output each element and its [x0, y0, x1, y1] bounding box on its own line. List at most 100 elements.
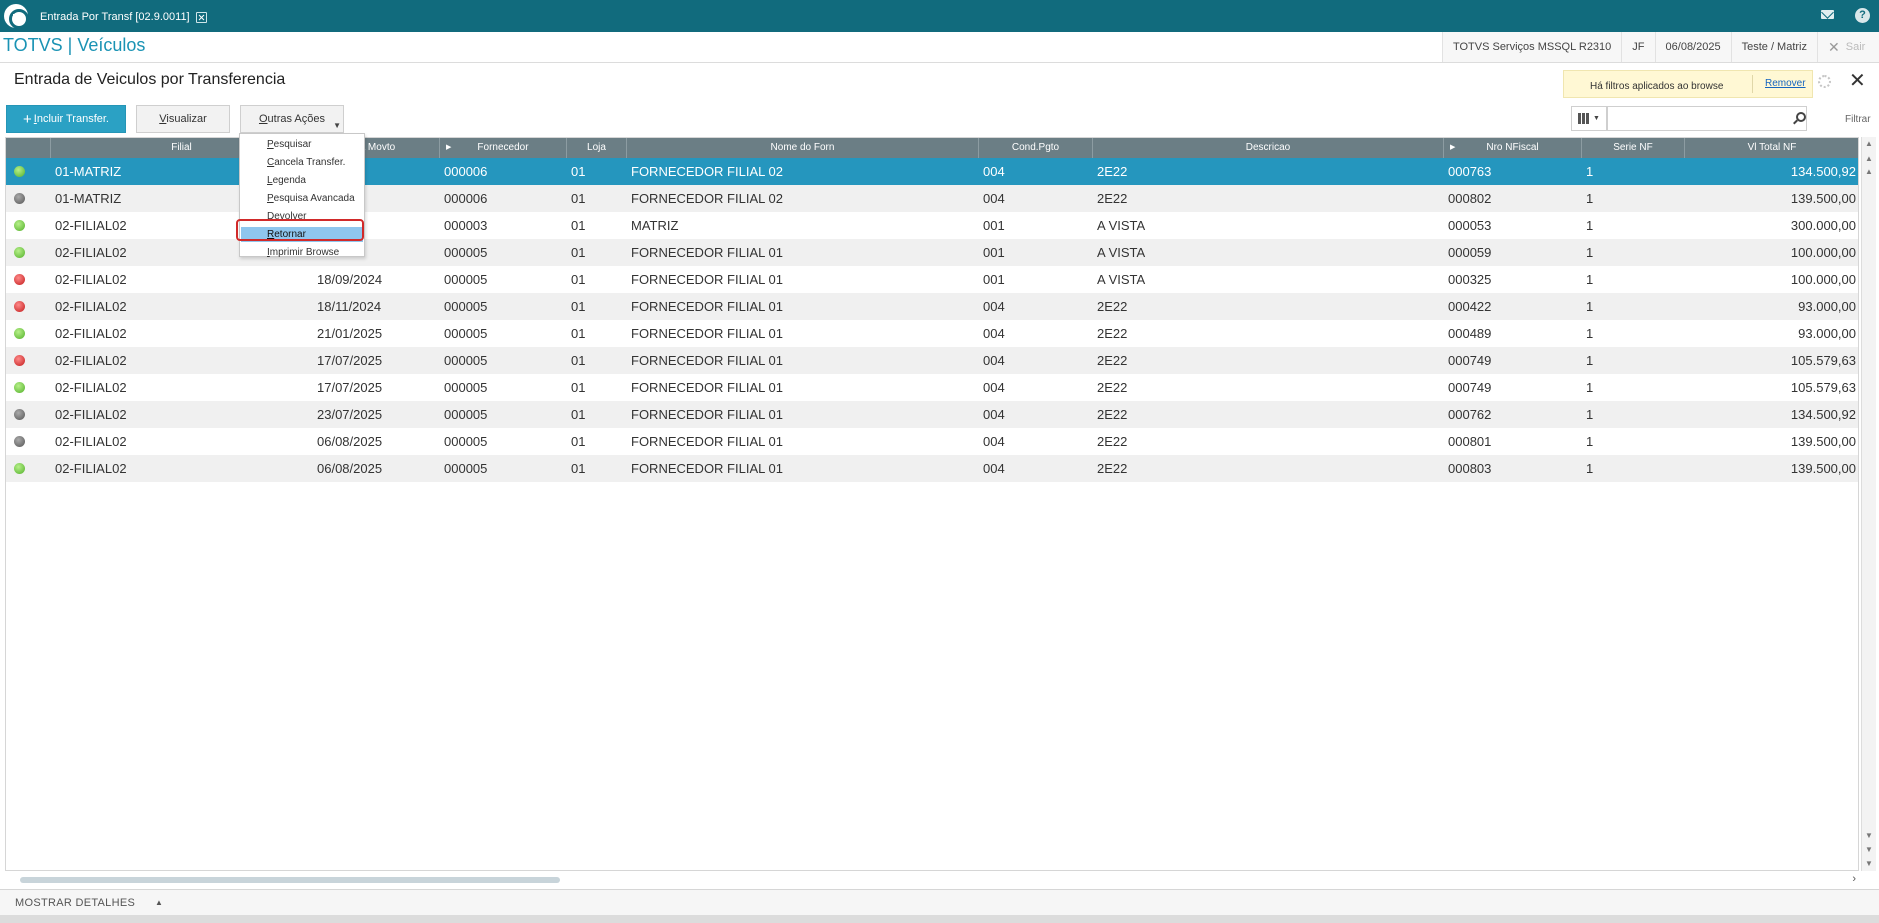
close-icon[interactable]: ✕ — [1849, 70, 1866, 92]
menu-item-cancela-transfer[interactable]: Cancela Transfer. — [267, 157, 346, 168]
gear-icon[interactable] — [1818, 75, 1831, 88]
app-logo-icon[interactable] — [4, 4, 29, 29]
menu-item-pesquisar[interactable]: Pesquisar — [267, 139, 312, 150]
table-row[interactable]: 02-FILIAL02 23/07/2025 000005 01 FORNECEDOR … — [6, 401, 1858, 428]
column-header-descricao[interactable]: Descricao — [1093, 138, 1444, 158]
status-dot-icon — [14, 409, 25, 420]
cell-data-movto: 17/07/2025 — [317, 380, 383, 395]
cell-filial: 02-FILIAL02 — [55, 407, 127, 422]
table-row[interactable]: 02-FILIAL02 18/11/2024 000005 01 FORNECEDOR … — [6, 293, 1858, 320]
environment-info: Teste / Matriz — [1730, 32, 1817, 62]
column-header-serie-nf[interactable]: Serie NF — [1582, 138, 1685, 158]
columns-button[interactable]: ▼ — [1571, 106, 1607, 131]
cell-loja: 01 — [571, 380, 586, 395]
horizontal-scroll-thumb[interactable] — [20, 877, 560, 883]
scroll-page-down-icon[interactable]: ▼ — [1865, 845, 1873, 854]
cell-nro-nfiscal: 000422 — [1448, 299, 1492, 314]
column-header-data-movto[interactable]: ta Movto — [313, 138, 440, 158]
cell-descricao: A VISTA — [1097, 218, 1146, 233]
column-header-status[interactable] — [6, 138, 51, 158]
table-row[interactable]: 02-FILIAL02 17/07/2025 000005 01 FORNECEDOR … — [6, 374, 1858, 401]
column-header-nro-nfiscal[interactable]: ▶ Nro NFiscal — [1444, 138, 1582, 158]
menu-item-devolver[interactable]: Devolver — [267, 211, 307, 222]
cell-nome-forn: FORNECEDOR FILIAL 01 — [631, 245, 783, 260]
scroll-bottom-icon[interactable]: ▼ — [1865, 859, 1873, 868]
status-dot-icon — [14, 328, 25, 339]
cell-nro-nfiscal: 000749 — [1448, 353, 1492, 368]
mail-icon[interactable] — [1821, 10, 1834, 19]
cell-serie-nf: 1 — [1586, 326, 1594, 341]
column-header-nome-forn[interactable]: Nome do Forn — [627, 138, 979, 158]
status-dot-icon — [14, 274, 25, 285]
include-transfer-button[interactable]: + Incluir Transfer. — [6, 105, 126, 133]
cell-vl-total-nf: 93.000,00 — [1798, 326, 1856, 341]
cell-filial: 02-FILIAL02 — [55, 326, 127, 341]
table-row[interactable]: 02-FILIAL02 21/01/2025 000005 01 FORNECEDOR … — [6, 320, 1858, 347]
cell-descricao: A VISTA — [1097, 272, 1146, 287]
exit-button[interactable]: ✕ Sair — [1817, 32, 1879, 62]
cell-filial: 02-FILIAL02 — [55, 272, 127, 287]
table-row[interactable]: 02-FILIAL02 06/08/2025 000005 01 FORNECEDOR … — [6, 455, 1858, 482]
cell-loja: 01 — [571, 245, 586, 260]
scroll-page-up-icon[interactable]: ▲ — [1865, 154, 1873, 163]
filter-notice: Há filtros aplicados ao browse Remover — [1563, 70, 1813, 98]
cell-loja: 01 — [571, 407, 586, 422]
column-header-fornecedor[interactable]: ▶ Fornecedor — [440, 138, 567, 158]
search-icon[interactable] — [1796, 112, 1806, 122]
cell-nro-nfiscal: 000053 — [1448, 218, 1492, 233]
cell-vl-total-nf: 105.579,63 — [1790, 380, 1856, 395]
cell-filial: 02-FILIAL02 — [55, 299, 127, 314]
view-button[interactable]: Visualizar — [136, 105, 230, 133]
cell-serie-nf: 1 — [1586, 353, 1594, 368]
cell-nome-forn: FORNECEDOR FILIAL 01 — [631, 380, 783, 395]
cell-data-movto: 18/09/2024 — [317, 272, 383, 287]
filter-notice-message: Há filtros aplicados ao browse — [1590, 81, 1724, 92]
cell-nro-nfiscal: 000803 — [1448, 461, 1492, 476]
tab-close-icon[interactable] — [195, 11, 207, 23]
cell-fornecedor: 000005 — [444, 380, 488, 395]
filter-label[interactable]: Filtrar — [1845, 114, 1871, 125]
cell-serie-nf: 1 — [1586, 407, 1594, 422]
horizontal-scrollbar[interactable]: › — [6, 873, 1858, 887]
other-actions-button[interactable]: Outras Ações ▼ — [240, 105, 344, 133]
search-input[interactable] — [1607, 106, 1807, 131]
scroll-down-icon[interactable]: ▼ — [1865, 831, 1873, 840]
scroll-top-icon[interactable]: ▲ — [1865, 139, 1873, 148]
vertical-scrollbar[interactable]: ▲ ▲ ▲ ▼ ▼ ▼ — [1861, 137, 1876, 871]
table-row[interactable]: 02-FILIAL02 17/07/2025 000005 01 FORNECEDOR … — [6, 347, 1858, 374]
menu-item-legenda[interactable]: Legenda — [267, 175, 306, 186]
menu-item-pesquisa-avancada[interactable]: Pesquisa Avancada — [267, 193, 355, 204]
cell-cond-pgto: 004 — [983, 353, 1005, 368]
cell-nome-forn: FORNECEDOR FILIAL 01 — [631, 434, 783, 449]
cell-status — [6, 320, 51, 347]
table-row[interactable]: 02-FILIAL02 18/09/2024 000005 01 FORNECEDOR … — [6, 266, 1858, 293]
cell-nome-forn: FORNECEDOR FILIAL 01 — [631, 272, 783, 287]
cell-vl-total-nf: 134.500,92 — [1790, 164, 1856, 179]
cell-cond-pgto: 004 — [983, 299, 1005, 314]
tab-entrada-por-transf[interactable]: Entrada Por Transf [02.9.0011] — [32, 2, 215, 32]
cell-descricao: 2E22 — [1097, 434, 1128, 449]
tab-label: Entrada Por Transf [02.9.0011] — [40, 11, 190, 23]
help-icon[interactable]: ? — [1855, 8, 1870, 23]
other-actions-menu: Pesquisar Cancela Transfer. Legenda Pesq… — [239, 133, 365, 258]
cell-vl-total-nf: 139.500,00 — [1790, 461, 1856, 476]
page-title: Entrada de Veiculos por Transferencia — [14, 71, 286, 88]
cell-cond-pgto: 004 — [983, 461, 1005, 476]
cell-cond-pgto: 004 — [983, 191, 1005, 206]
remove-filter-link[interactable]: Remover — [1752, 75, 1806, 93]
column-header-loja[interactable]: Loja — [567, 138, 627, 158]
scroll-right-icon[interactable]: › — [1852, 873, 1856, 885]
caret-up-icon[interactable]: ▲ — [155, 898, 163, 907]
menu-item-imprimir-browse[interactable]: Imprimir Browse — [267, 247, 340, 258]
menu-item-retornar[interactable]: Retornar — [241, 227, 363, 242]
column-header-vl-total-nf[interactable]: Vl Total NF — [1685, 138, 1858, 158]
table-row[interactable]: 02-FILIAL02 06/08/2025 000005 01 FORNECEDOR … — [6, 428, 1858, 455]
status-dot-icon — [14, 355, 25, 366]
column-header-cond-pgto[interactable]: Cond.Pgto — [979, 138, 1093, 158]
cell-serie-nf: 1 — [1586, 461, 1594, 476]
cell-cond-pgto: 004 — [983, 434, 1005, 449]
scroll-up-icon[interactable]: ▲ — [1865, 167, 1873, 176]
show-details-toggle[interactable]: MOSTRAR DETALHES — [15, 897, 136, 909]
cell-status — [6, 374, 51, 401]
cell-status — [6, 428, 51, 455]
